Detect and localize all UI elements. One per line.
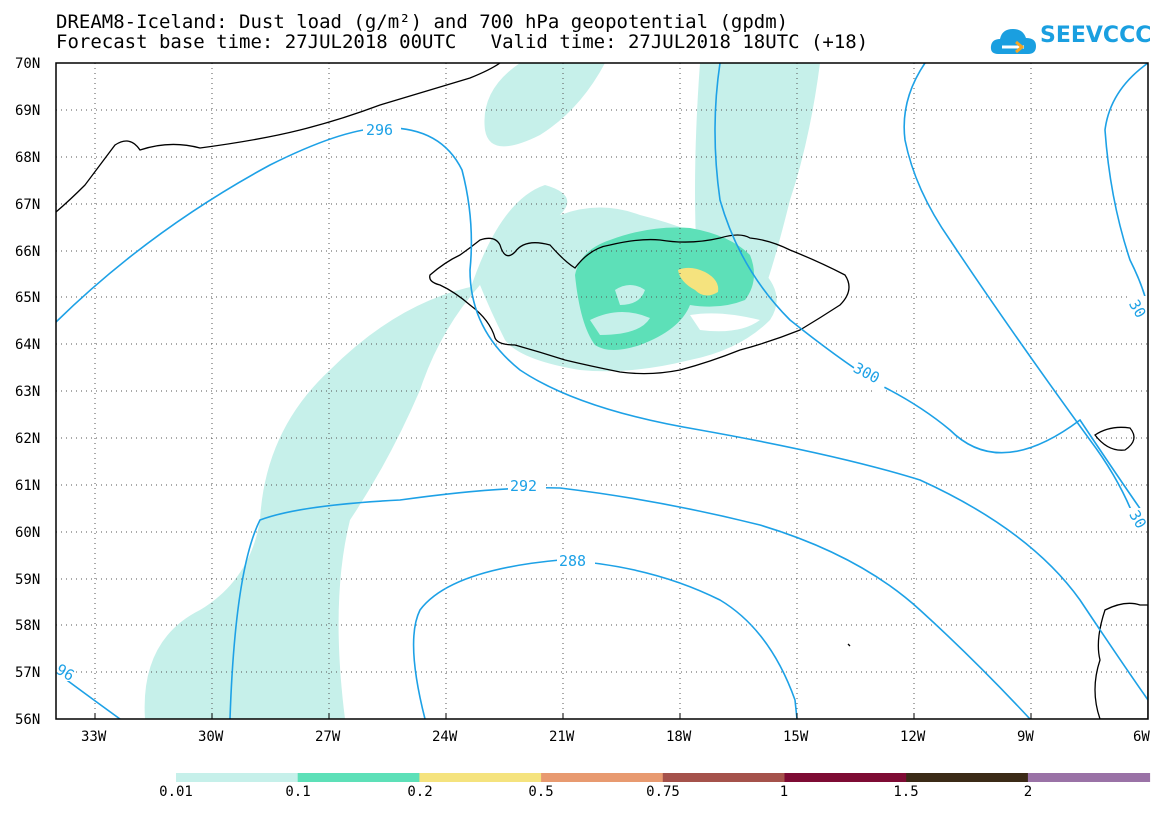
lat-label: 67N (15, 197, 40, 213)
legend-swatch (662, 773, 785, 782)
legend-label: 0.2 (407, 784, 433, 800)
legend-label: 0.1 (285, 784, 311, 800)
map-frame (55, 62, 1149, 720)
contour-288 (412, 559, 798, 719)
greenland-coast (56, 63, 501, 213)
lat-label: 66N (15, 244, 40, 260)
legend-swatch (176, 773, 299, 782)
contour-304 (1104, 63, 1148, 311)
lat-label: 57N (15, 665, 40, 681)
lon-label: 15W (783, 729, 809, 745)
longitude-labels: 33W 30W 27W 24W 21W 18W 15W 12W 9W 6W (81, 729, 1150, 745)
lon-label: 33W (81, 729, 107, 745)
legend-swatch (906, 773, 1029, 782)
lat-label: 62N (15, 431, 40, 447)
dust-shading (144, 63, 820, 719)
dust-area-light-north (484, 63, 605, 147)
lon-label: 6W (1133, 729, 1150, 745)
lon-label: 24W (432, 729, 458, 745)
dust-area-light-west (144, 285, 480, 719)
lon-label: 18W (666, 729, 692, 745)
lon-label: 9W (1017, 729, 1034, 745)
legend-swatch (541, 773, 664, 782)
lat-label: 56N (15, 712, 40, 728)
contour-292 (229, 486, 1031, 719)
legend-label: 2 (1023, 784, 1033, 800)
lat-label: 64N (15, 337, 40, 353)
map-title: DREAM8-Iceland: Dust load (g/m²) and 700… (56, 11, 789, 33)
contour-300b (903, 63, 1136, 521)
scotland-coast (1094, 602, 1148, 719)
legend-label: 1 (779, 784, 789, 800)
map-subtitle: Forecast base time: 27JUL2018 00UTC Vali… (56, 31, 869, 53)
lon-label: 30W (198, 729, 224, 745)
lat-label: 60N (15, 525, 40, 541)
legend-swatch (297, 773, 420, 782)
lon-label: 27W (315, 729, 341, 745)
contour-label-292: 292 (510, 477, 537, 495)
legend-swatch (419, 773, 542, 782)
lat-label: 61N (15, 478, 40, 494)
logo-text: SEEVCCC (1040, 23, 1152, 48)
lat-label: 68N (15, 150, 40, 166)
lat-label: 58N (15, 618, 40, 634)
cloud-logo-icon (990, 29, 1036, 54)
lat-label: 59N (15, 572, 40, 588)
lat-label: 70N (15, 56, 40, 72)
coastlines (56, 63, 1148, 719)
legend-label: 0.01 (159, 784, 193, 800)
contour-label-296: 296 (366, 121, 393, 139)
lon-label: 21W (549, 729, 575, 745)
lat-label: 69N (15, 103, 40, 119)
lon-label: 12W (900, 729, 926, 745)
iceland-coast (429, 234, 850, 375)
legend-swatch (784, 773, 907, 782)
legend-label: 0.5 (528, 784, 554, 800)
legend-colorbar (176, 773, 1151, 782)
latitude-labels: 70N 69N 68N 67N 66N 65N 64N 63N 62N 61N … (15, 56, 40, 728)
contour-label-288: 288 (559, 552, 586, 570)
legend-label: 0.75 (646, 784, 680, 800)
rockall-islet (847, 643, 851, 647)
contour-296 (56, 127, 1148, 701)
legend-label: 1.5 (893, 784, 919, 800)
axis-ticks (94, 713, 1032, 719)
legend-swatch (1027, 773, 1151, 782)
faroe-coast (1094, 426, 1135, 451)
lat-label: 63N (15, 384, 40, 400)
map-gridlines (56, 63, 1148, 719)
dust-area-strong (678, 267, 719, 296)
lat-label: 65N (15, 290, 40, 306)
dust-area-light-corridor (470, 185, 568, 290)
